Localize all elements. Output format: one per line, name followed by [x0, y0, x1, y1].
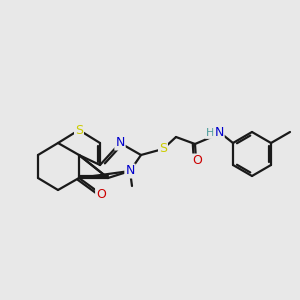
Text: S: S: [75, 124, 83, 136]
Text: N: N: [214, 127, 224, 140]
Text: H: H: [206, 128, 214, 138]
Text: N: N: [115, 136, 125, 149]
Text: S: S: [159, 142, 167, 155]
Text: O: O: [192, 154, 202, 167]
Text: N: N: [125, 164, 135, 178]
Text: O: O: [96, 188, 106, 200]
